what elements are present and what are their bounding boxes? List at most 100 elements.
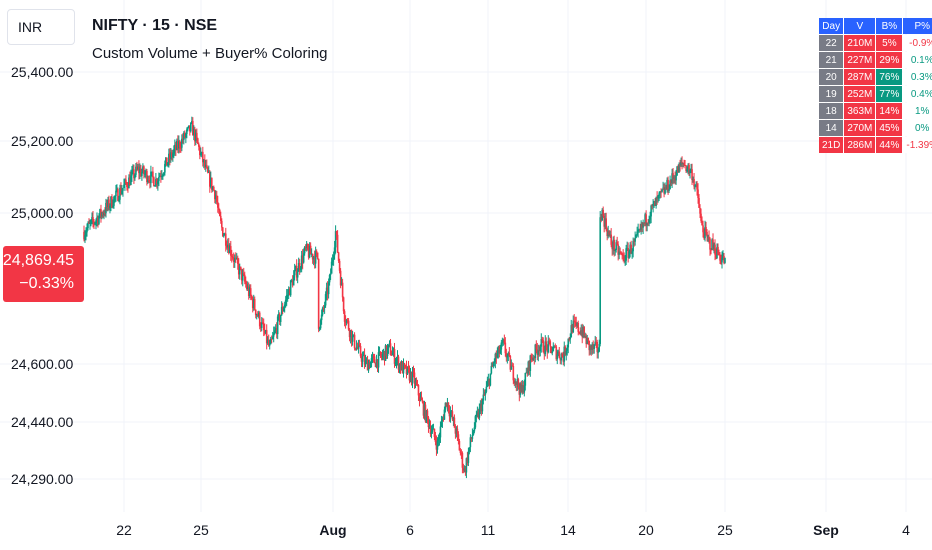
candle-body	[400, 362, 403, 370]
candle	[595, 336, 598, 349]
candle-body	[395, 359, 398, 363]
candle-body	[308, 245, 311, 258]
candle-body	[215, 195, 218, 203]
candle	[273, 326, 276, 335]
stats-row: 14 270M 45% 0%	[819, 120, 932, 136]
candle-body	[105, 202, 107, 214]
candle	[129, 171, 131, 186]
candle-body	[310, 253, 313, 255]
y-axis: 25,400.00 25,200.00 25,000.00 24,600.00 24,4…	[11, 64, 73, 487]
candle-body	[495, 353, 498, 358]
stats-price-pct: 0%	[903, 120, 932, 136]
candle-body	[111, 196, 113, 208]
candle	[584, 332, 587, 339]
candle	[320, 309, 323, 325]
candle	[358, 339, 361, 348]
candle-body	[288, 289, 291, 296]
candle	[485, 380, 488, 394]
candle	[567, 338, 570, 354]
candle	[448, 405, 451, 422]
header-day: Day	[819, 18, 844, 34]
candle	[458, 438, 461, 451]
candle-body	[450, 411, 453, 413]
candle-body	[370, 358, 373, 362]
candle-body	[569, 337, 572, 340]
candle-body	[304, 247, 307, 249]
candle-body	[433, 428, 436, 437]
candle	[688, 162, 690, 177]
candle	[674, 171, 676, 185]
candle	[617, 241, 619, 261]
x-tick-label: 20	[638, 522, 654, 538]
candle-body	[177, 140, 179, 149]
candle	[548, 337, 551, 345]
candle	[295, 259, 298, 281]
candle	[624, 254, 626, 267]
candle	[266, 336, 269, 345]
candle-body	[192, 121, 194, 136]
candle	[683, 159, 685, 169]
candle-body	[126, 183, 128, 187]
candle	[322, 305, 325, 312]
stats-buyer-pct: 77%	[876, 86, 903, 102]
candle-body	[246, 286, 249, 289]
candle-body	[622, 254, 624, 257]
stats-day: 21D	[819, 137, 844, 153]
candle	[531, 353, 534, 362]
candle	[632, 237, 634, 258]
candle	[622, 249, 624, 262]
candle-series[interactable]	[83, 116, 726, 479]
candle-body	[94, 222, 96, 224]
candle	[564, 345, 567, 357]
candle-body	[242, 273, 245, 275]
candle	[634, 231, 636, 246]
candle	[359, 343, 362, 359]
currency-button[interactable]: INR	[7, 9, 75, 45]
candle-body	[207, 167, 209, 173]
candle	[247, 282, 250, 300]
candle-body	[331, 259, 334, 262]
candle	[241, 269, 244, 287]
candle	[136, 161, 138, 172]
candle	[277, 310, 280, 321]
candle-body	[609, 234, 611, 236]
candle-body	[437, 439, 440, 441]
candle	[249, 284, 252, 301]
candle	[483, 389, 486, 396]
stats-volume: 252M	[844, 86, 876, 102]
symbol-title[interactable]: NIFTY · 15 · NSE	[92, 17, 218, 34]
candle-body	[471, 435, 474, 439]
candle	[399, 361, 402, 374]
candle-body	[645, 214, 647, 226]
candle-body	[251, 298, 254, 309]
candle	[346, 317, 349, 324]
candle	[276, 314, 279, 340]
indicator-name[interactable]: Custom Volume + Buyer% Coloring	[92, 45, 328, 62]
candle	[582, 324, 585, 339]
candle-body	[120, 187, 122, 194]
candle-body	[401, 362, 404, 374]
candle	[549, 339, 552, 354]
candle-body	[92, 217, 94, 222]
candle	[476, 406, 479, 418]
candle-body	[204, 159, 206, 168]
candle-body	[368, 362, 371, 368]
candle-body	[95, 220, 97, 223]
candle-body	[391, 352, 394, 356]
candle-body	[121, 190, 123, 194]
candle-body	[603, 216, 605, 227]
candle-body	[364, 360, 367, 365]
candle-body	[286, 294, 289, 296]
candle	[618, 245, 620, 260]
candle-body	[389, 343, 392, 355]
candle	[104, 207, 106, 217]
candle	[682, 162, 684, 168]
candle-body	[625, 248, 627, 261]
candle-body	[409, 372, 412, 381]
candle-body	[248, 288, 251, 296]
candle-body	[647, 222, 649, 224]
candle	[309, 242, 312, 255]
candle	[172, 149, 174, 162]
candle-body	[155, 179, 157, 186]
